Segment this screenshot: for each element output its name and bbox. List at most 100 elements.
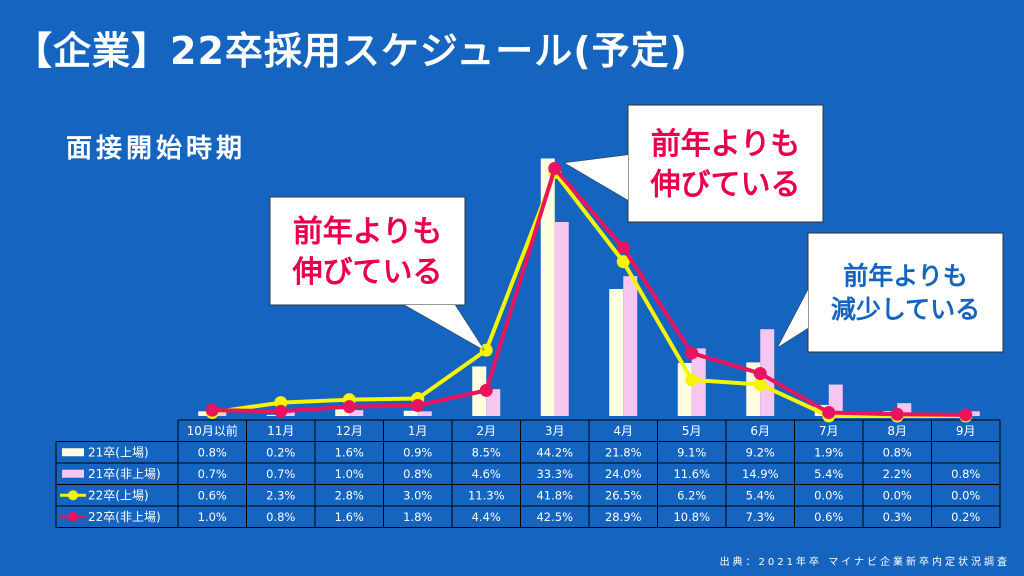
data-label: 0.0%	[951, 488, 980, 502]
series-line	[211, 170, 966, 418]
data-label: 0.8%	[266, 510, 295, 524]
data-label: 2.3%	[266, 488, 295, 502]
source-note: 出典：2021年卒 マイナビ企業新卒内定状況調査	[719, 557, 1010, 568]
callout-line: 前年よりも	[843, 261, 968, 290]
callout-line: 減少している	[831, 295, 980, 324]
bar	[486, 389, 501, 416]
data-label: 9.2%	[746, 445, 775, 459]
category-label: 2月	[476, 424, 496, 438]
legend-label: 22卒(上場)	[88, 488, 149, 502]
data-label: 11.3%	[468, 488, 505, 502]
category-label: 4月	[613, 424, 633, 438]
category-label: 6月	[750, 424, 770, 438]
data-label: 4.4%	[472, 510, 501, 524]
series-point	[548, 161, 562, 175]
data-label: 11.6%	[673, 467, 710, 481]
series-line	[212, 166, 966, 417]
callout-tail-fill	[778, 290, 808, 347]
data-label: 0.2%	[951, 510, 980, 524]
data-label: 1.0%	[198, 510, 227, 524]
data-label: 0.8%	[403, 467, 432, 481]
data-label: 0.6%	[814, 510, 843, 524]
data-label: 1.8%	[403, 510, 432, 524]
series-point	[274, 404, 288, 418]
callout-line: 前年よりも	[651, 127, 800, 162]
bar	[965, 411, 980, 416]
data-label: 1.9%	[814, 445, 843, 459]
data-label: 1.6%	[335, 510, 364, 524]
data-label: 0.9%	[403, 445, 432, 459]
data-label: 4.6%	[472, 467, 501, 481]
legend-label: 22卒(非上場)	[88, 510, 161, 524]
callout-tail-fill	[565, 155, 628, 200]
series-point	[959, 408, 973, 422]
data-label: 9.1%	[677, 445, 706, 459]
callout-tail-fill	[405, 305, 484, 350]
data-label: 0.2%	[266, 445, 295, 459]
data-label: 28.9%	[605, 510, 642, 524]
data-label: 14.9%	[742, 467, 779, 481]
bar	[349, 410, 364, 416]
bar	[417, 411, 432, 416]
legend-label: 21卒(上場)	[88, 445, 149, 459]
bar	[280, 411, 295, 416]
bar	[540, 158, 555, 417]
callout-line: 伸びている	[292, 255, 443, 290]
series-point	[890, 407, 904, 421]
data-label: 1.6%	[335, 445, 364, 459]
bar	[335, 406, 350, 416]
category-label: 1月	[408, 424, 428, 438]
data-label: 26.5%	[605, 488, 642, 502]
data-label: 0.3%	[883, 510, 912, 524]
data-label: 2.2%	[883, 467, 912, 481]
category-label: 3月	[545, 424, 565, 438]
bar	[623, 276, 638, 416]
data-label: 21.8%	[605, 445, 642, 459]
data-label: 44.2%	[536, 445, 573, 459]
callout-box	[807, 232, 1004, 353]
series-point	[753, 378, 767, 392]
page-title: 【企業】22卒採用スケジュール(予定)	[14, 29, 688, 73]
series-point	[479, 343, 493, 357]
bar	[554, 221, 569, 416]
bar	[212, 411, 227, 416]
data-label: 7.3%	[746, 510, 775, 524]
legend-swatch	[62, 469, 84, 478]
data-label: 0.6%	[198, 488, 227, 502]
chart-subtitle: 面接開始時期	[66, 134, 247, 164]
bar	[609, 288, 624, 416]
data-label: 5.4%	[746, 488, 775, 502]
data-label: 2.8%	[335, 488, 364, 502]
category-label: 10月以前	[187, 423, 238, 438]
series-point	[411, 399, 425, 413]
data-label: 41.8%	[536, 488, 573, 502]
bar	[403, 410, 418, 416]
bar	[760, 329, 775, 416]
category-label: 7月	[819, 424, 839, 438]
series-point	[822, 406, 836, 420]
series-point	[205, 403, 219, 417]
data-label: 24.0%	[605, 467, 642, 481]
series-point	[479, 383, 493, 397]
data-label: 0.7%	[266, 467, 295, 481]
bar	[198, 411, 213, 416]
series-point	[685, 373, 699, 387]
series-point	[342, 400, 356, 414]
data-label: 0.0%	[883, 488, 912, 502]
callout-box	[269, 196, 466, 306]
category-label: 9月	[956, 424, 976, 438]
data-label: 0.8%	[883, 445, 912, 459]
data-label: 33.3%	[536, 467, 573, 481]
data-label: 0.0%	[814, 488, 843, 502]
legend-swatch	[62, 448, 84, 457]
data-label: 6.2%	[677, 488, 706, 502]
callout-box	[627, 104, 824, 223]
data-label: 0.8%	[198, 445, 227, 459]
data-label: 8.5%	[472, 445, 501, 459]
legend-marker	[68, 490, 78, 501]
bar	[266, 414, 281, 416]
data-label: 0.7%	[198, 467, 227, 481]
